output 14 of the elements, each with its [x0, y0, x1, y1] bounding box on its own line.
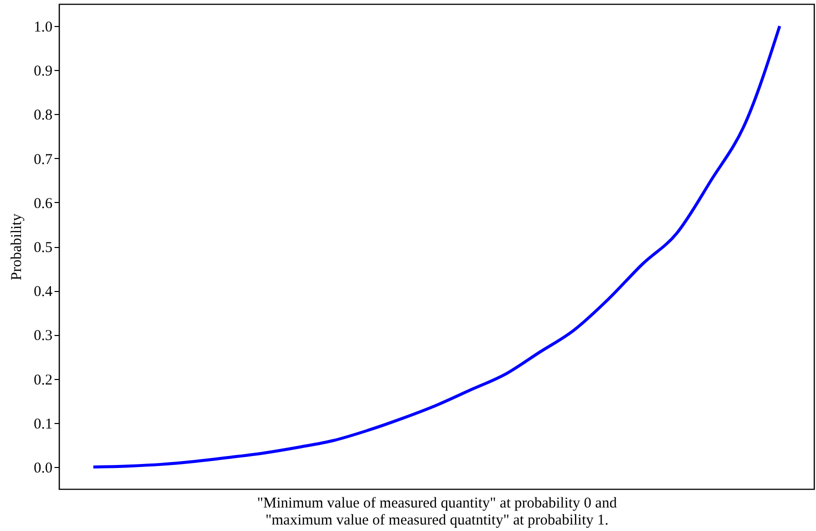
y-tick-label: 0.6 [34, 196, 53, 212]
y-tick-label: 1.0 [34, 20, 52, 36]
y-tick-label: 0.2 [34, 372, 52, 388]
line-series [92, 24, 782, 468]
y-tick-label: 0.5 [34, 240, 52, 256]
y-tick-label: 0.9 [34, 64, 52, 80]
y-tick-label: 0.8 [34, 108, 52, 124]
y-tick-label: 0.3 [34, 328, 52, 344]
y-tick-label: 0.4 [34, 284, 53, 300]
y-tick-label: 0.7 [34, 152, 53, 168]
x-axis-title: "Minimum value of measured quantity" at probability 0 and "maximum value of measured quatntity" at probability 1. [257, 496, 618, 528]
y-tick-label: 0.0 [34, 460, 52, 476]
y-tick-label: 0.1 [34, 416, 52, 432]
y-axis-title: Probability [8, 213, 25, 280]
